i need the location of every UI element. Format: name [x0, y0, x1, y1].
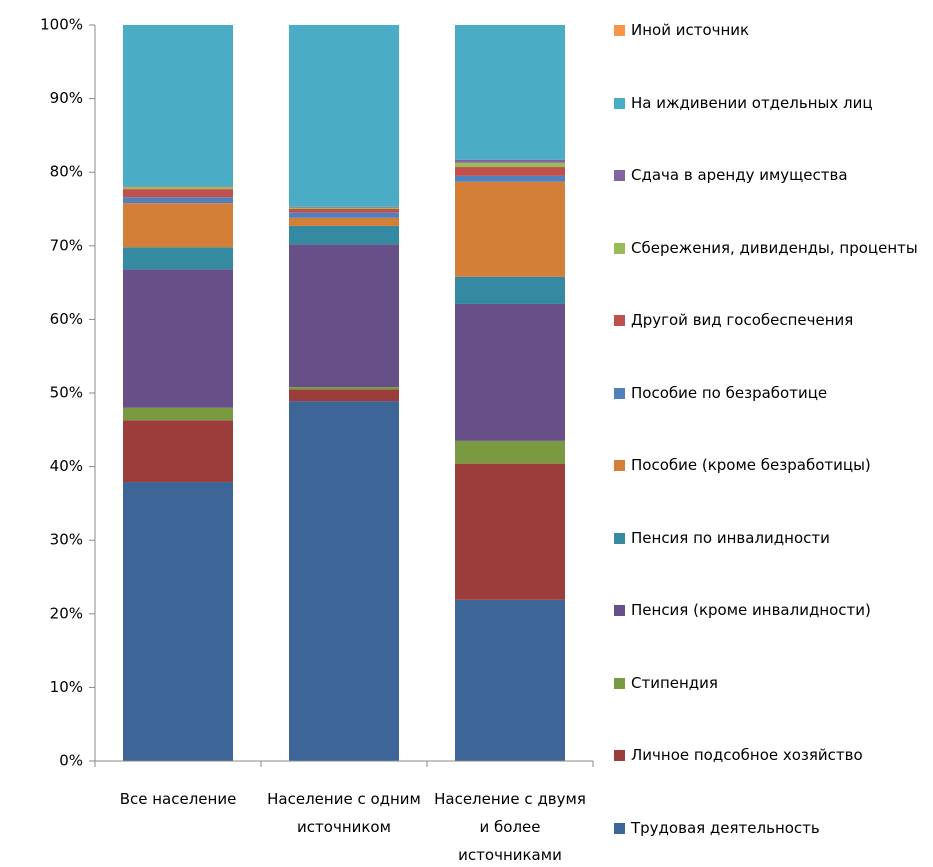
bar-segment	[455, 181, 565, 277]
legend-swatch	[614, 677, 625, 689]
bar-segment	[455, 276, 565, 304]
legend-swatch	[614, 170, 625, 181]
bar-segment	[123, 482, 233, 761]
y-tick-label: 60%	[50, 310, 83, 328]
bar-segment	[289, 389, 399, 402]
bar-segment	[289, 207, 399, 209]
legend-swatch	[614, 25, 625, 36]
y-tick-label: 70%	[50, 236, 83, 254]
bar-segment	[455, 303, 565, 441]
bar-segment	[455, 440, 565, 464]
legend-label: Личное подсобное хозяйство	[631, 746, 863, 764]
bar-segment	[289, 209, 399, 213]
bar-segment	[123, 197, 233, 204]
bar-segment	[455, 599, 565, 761]
legend-label: Трудовая деятельность	[631, 818, 820, 837]
x-tick-label: Население с двумя и более источниками	[434, 790, 586, 864]
bar-segment	[123, 407, 233, 421]
legend-label: Пенсия (кроме инвалидности)	[631, 601, 871, 619]
bar-segment	[455, 159, 565, 163]
bar-segment	[123, 25, 233, 187]
legend-swatch	[614, 242, 625, 254]
bar-segment	[289, 244, 399, 388]
legend-label: Пособие (кроме безработицы)	[631, 456, 871, 474]
legend-label: Иной источник	[631, 21, 750, 39]
y-tick-label: 20%	[50, 604, 83, 622]
bar-segment	[123, 420, 233, 483]
legend-label: Другой вид гособеспечения	[631, 311, 854, 329]
legend-label: Стипендия	[631, 673, 718, 692]
legend-label: Пособие по безработице	[631, 383, 828, 402]
bar-segment	[455, 167, 565, 176]
legend-label: Пенсия по инвалидности	[631, 528, 830, 547]
bar-segment	[455, 463, 565, 600]
bar-segment	[123, 186, 233, 190]
x-tick-label: Население с одним источником	[267, 790, 421, 836]
legend-label: На иждивении отдельных лиц	[631, 93, 873, 112]
legend-swatch	[614, 605, 625, 616]
bar-segment	[289, 225, 399, 245]
bar-segment	[123, 203, 233, 248]
y-tick-label: 30%	[50, 531, 83, 549]
bar-segment	[289, 212, 399, 218]
legend-label: Сдача в аренду имущества	[631, 166, 848, 184]
y-tick-label: 50%	[50, 384, 83, 402]
legend-swatch	[614, 387, 625, 399]
legend-swatch	[614, 315, 625, 326]
bar-segment	[289, 401, 399, 761]
y-tick-label: 90%	[50, 89, 83, 107]
bar-segment	[289, 387, 399, 390]
y-tick-label: 80%	[50, 163, 83, 181]
y-tick-label: 40%	[50, 457, 83, 475]
bar-segment	[455, 25, 565, 160]
bar-segment	[289, 206, 399, 208]
bar-segment	[123, 189, 233, 198]
legend-swatch	[614, 97, 625, 109]
y-tick-label: 10%	[50, 678, 83, 696]
legend-swatch	[614, 822, 625, 834]
legend-swatch	[614, 532, 625, 544]
bar-segment	[289, 25, 399, 207]
legend-label: Сбережения, дивиденды, проценты	[631, 238, 918, 257]
legend-swatch	[614, 750, 625, 761]
bar-segment	[455, 162, 565, 168]
bar-segment	[289, 217, 399, 226]
y-tick-label: 0%	[59, 752, 83, 770]
bar-segment	[123, 269, 233, 408]
x-tick-label: Все население	[119, 790, 237, 808]
bar-segment	[455, 175, 565, 182]
bar-segment	[123, 186, 233, 187]
y-tick-label: 100%	[40, 16, 83, 34]
legend-swatch	[614, 460, 625, 471]
bar-segment	[123, 247, 233, 270]
